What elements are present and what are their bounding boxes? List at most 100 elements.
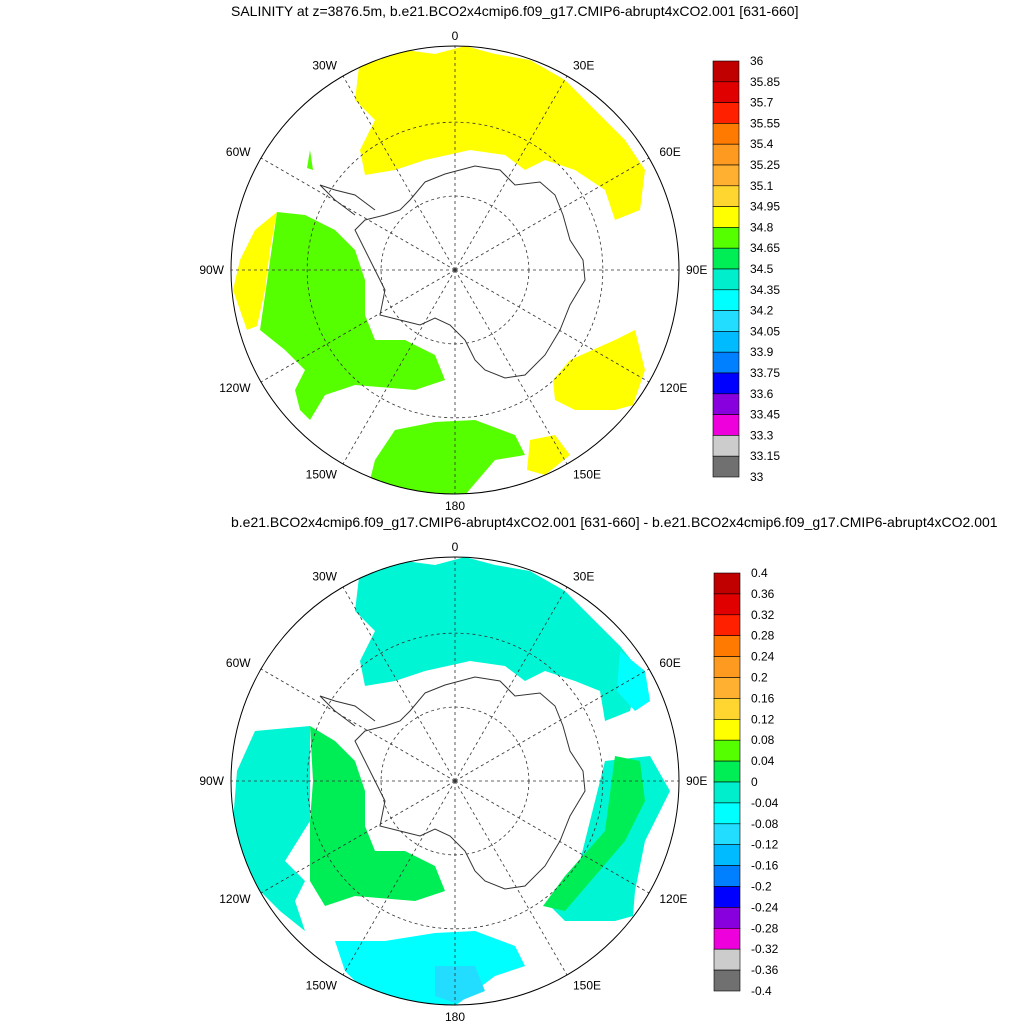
- field-region-2: [233, 212, 277, 330]
- colorbar-swatch: [713, 760, 741, 783]
- field-region-2: [617, 651, 650, 711]
- colorbar-label: 0.12: [751, 712, 775, 726]
- antarctica-coastline: [354, 165, 586, 379]
- colorbar-swatch: [712, 393, 740, 415]
- colorbar-swatch: [712, 455, 740, 478]
- colorbar-label: 35.25: [750, 158, 780, 172]
- longitude-label: 120E: [659, 892, 687, 906]
- colorbar-label: 34.8: [750, 220, 774, 234]
- peninsula-coastline: [319, 695, 376, 727]
- longitude-label: 30W: [312, 59, 337, 73]
- polar-map-1: 0 30E 60E 90E 120E 150E 180 150W 120W 90W 60W 30W: [199, 29, 707, 513]
- meridian-line: [260, 157, 456, 271]
- colorbar-swatch: [713, 572, 741, 595]
- colorbar-label: 34.95: [750, 200, 780, 214]
- salinity-field: [233, 46, 645, 494]
- salinity-field: [233, 557, 670, 1005]
- colorbar-label: -0.08: [751, 817, 779, 831]
- meridian-line: [260, 780, 456, 894]
- colorbar-swatch: [713, 927, 741, 950]
- longitude-label: 120W: [219, 381, 251, 395]
- colorbar-swatch: [712, 102, 740, 124]
- colorbar-swatch: [712, 185, 740, 207]
- colorbar-swatch: [712, 414, 740, 436]
- longitude-label: 0: [452, 540, 459, 554]
- colorbar-label: -0.16: [751, 859, 779, 873]
- longitude-label: 120E: [659, 381, 687, 395]
- longitude-label: 30E: [573, 59, 594, 73]
- colorbar-swatch: [713, 802, 741, 825]
- colorbar-label: 33.9: [750, 345, 774, 359]
- meridian-line: [454, 157, 650, 271]
- colorbar-1: 36 35.85 35.7 35.55 35.4 35.25 35.1 34.95 34.8 34…: [712, 54, 780, 484]
- field-region-8: [435, 966, 485, 1003]
- colorbar-swatch: [712, 227, 740, 249]
- colorbar-label: 34.35: [750, 283, 780, 297]
- latitude-circle-2: [306, 121, 604, 419]
- longitude-label: 90E: [686, 774, 707, 788]
- colorbar-swatch: [713, 886, 741, 908]
- colorbar-swatch: [713, 739, 741, 762]
- colorbar-swatch: [713, 907, 741, 929]
- colorbar-label: -0.32: [751, 942, 779, 956]
- colorbar-swatch: [712, 143, 740, 166]
- colorbar-label: 34.65: [750, 241, 780, 255]
- longitude-label: 0: [452, 29, 459, 43]
- field-region-4: [527, 435, 570, 475]
- colorbar-swatch: [713, 677, 741, 699]
- meridian-line: [342, 586, 456, 782]
- colorbar-label: 33.6: [750, 387, 774, 401]
- colorbar-swatch: [713, 593, 741, 616]
- field-region-6: [543, 756, 645, 911]
- antarctica-coastline: [354, 676, 586, 890]
- colorbar-label: 0: [751, 775, 758, 789]
- longitude-label: 90W: [199, 263, 224, 277]
- colorbar-label: 0.36: [751, 587, 775, 601]
- longitude-label: 90W: [199, 774, 224, 788]
- colorbar-label: 35.55: [750, 116, 780, 130]
- field-region-7: [335, 931, 525, 1005]
- peninsula-coastline: [319, 184, 376, 216]
- field-region-5: [260, 212, 445, 420]
- colorbar-swatch: [712, 206, 740, 228]
- meridian-line: [260, 668, 456, 782]
- longitude-label: 150W: [306, 978, 338, 992]
- colorbar-swatch: [713, 698, 741, 720]
- colorbar-swatch: [712, 81, 740, 103]
- colorbar-swatch: [712, 60, 740, 83]
- colorbar-swatch: [712, 268, 740, 291]
- colorbar-label: 0.28: [751, 629, 775, 643]
- colorbar-label: -0.36: [751, 963, 779, 977]
- colorbar-label: 35.1: [750, 179, 774, 193]
- polar-map-2: 0 30E 60E 90E 120E 150E 180 150W 120W 90W 60W 30W: [199, 540, 707, 1024]
- colorbar-label: -0.04: [751, 796, 779, 810]
- meridian-line: [454, 75, 568, 271]
- longitude-label: 180: [445, 499, 465, 513]
- colorbar-swatch: [712, 351, 740, 374]
- colorbar-label: -0.2: [751, 880, 772, 894]
- colorbar-swatch: [712, 247, 740, 270]
- colorbar-label: 0.24: [751, 650, 775, 664]
- colorbar-label: 33.3: [750, 428, 774, 442]
- colorbar-label: 0.2: [751, 671, 768, 685]
- colorbar-label: 33: [750, 470, 764, 484]
- meridian-line: [454, 269, 568, 465]
- colorbar-label: -0.28: [751, 921, 779, 935]
- colorbar-swatch: [712, 331, 740, 353]
- colorbar-label: 34.5: [750, 262, 774, 276]
- colorbar-label: -0.12: [751, 838, 779, 852]
- longitude-label: 30W: [312, 570, 337, 584]
- colorbar-label: 36: [750, 54, 764, 68]
- longitude-label: 120W: [219, 892, 251, 906]
- colorbar-label: 34.2: [750, 304, 774, 318]
- colorbar-swatch: [713, 865, 741, 887]
- colorbar-swatch: [713, 948, 741, 971]
- meridian-line: [454, 780, 568, 976]
- longitude-label: 60E: [659, 656, 680, 670]
- colorbar-swatch: [712, 164, 740, 187]
- longitude-label: 180: [445, 1010, 465, 1024]
- colorbar-label: 0.16: [751, 691, 775, 705]
- longitude-label: 60E: [659, 145, 680, 159]
- meridian-line: [260, 269, 456, 383]
- longitude-label: 150E: [573, 978, 601, 992]
